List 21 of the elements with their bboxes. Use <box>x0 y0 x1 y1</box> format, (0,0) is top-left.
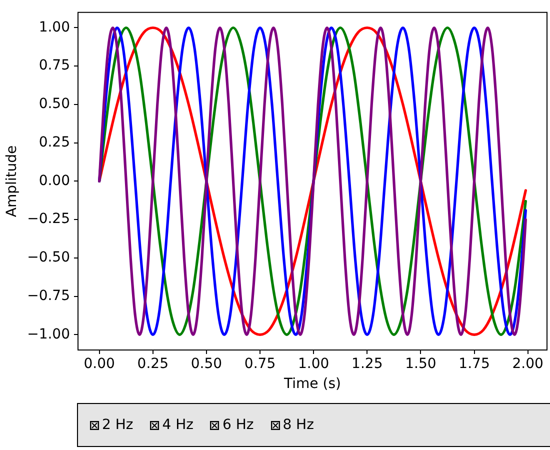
x-tick-label: 1.75 <box>458 356 490 372</box>
y-tick-label: 0.00 <box>38 172 70 189</box>
x-tick-label: 0.75 <box>244 356 276 372</box>
x-tick-label: 0.50 <box>190 356 222 372</box>
y-tick-label: 0.75 <box>38 58 70 74</box>
y-tick-label: −0.25 <box>27 211 70 228</box>
y-tick-label: −1.00 <box>27 326 70 342</box>
x-tick-label: 1.50 <box>405 356 436 372</box>
x-tick-label: 2.00 <box>512 356 544 372</box>
x-tick-label: 0.00 <box>84 356 115 372</box>
y-tick-label: 0.25 <box>38 134 70 150</box>
x-axis-title: Time (s) <box>283 376 341 392</box>
x-tick-label: 1.00 <box>298 356 330 372</box>
x-tick-label: 1.25 <box>352 356 383 372</box>
y-tick-label: 0.50 <box>38 96 70 112</box>
x-tick-label: 0.25 <box>137 356 168 372</box>
y-tick-label: −0.75 <box>27 288 70 304</box>
y-tick-label: −0.50 <box>27 250 70 266</box>
y-axis-title: Amplitude <box>4 145 20 218</box>
checkbox-panel: 2 Hz 4 Hz 6 Hz 8 Hz <box>77 403 550 447</box>
y-tick-label: 1.00 <box>38 19 70 36</box>
